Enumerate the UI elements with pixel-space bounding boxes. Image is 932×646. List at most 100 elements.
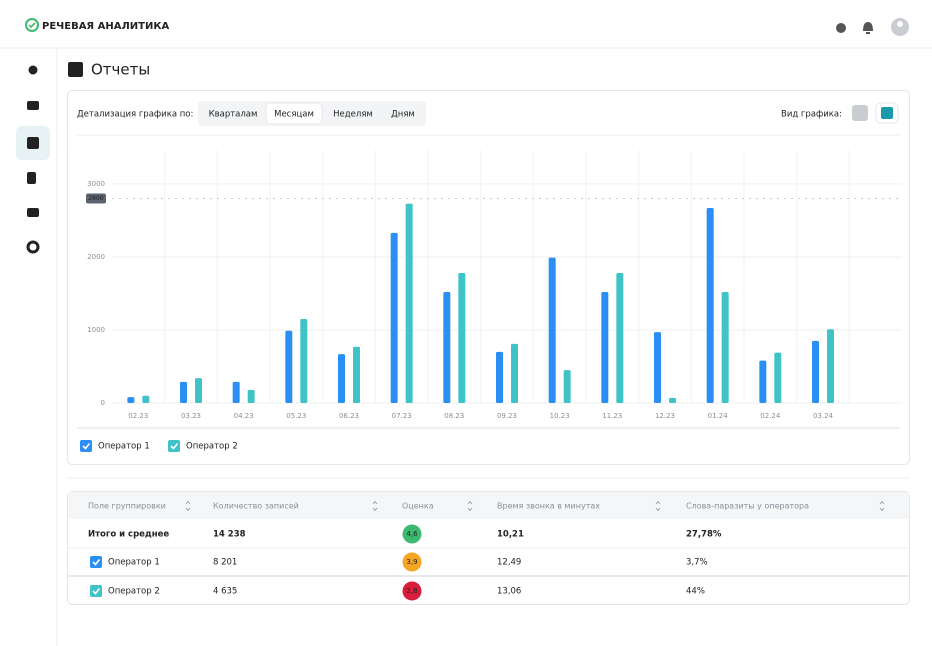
nav-reports[interactable] bbox=[27, 137, 39, 149]
rating-badge bbox=[402, 581, 422, 601]
page-title: Отчеты bbox=[91, 61, 150, 79]
bar bbox=[353, 346, 360, 403]
help-icon[interactable] bbox=[836, 23, 846, 33]
x-tick-label: 06.23 bbox=[339, 412, 359, 420]
cell: 3,7% bbox=[686, 558, 708, 568]
detail-label: Детализация графика по: bbox=[77, 110, 193, 120]
nav-money[interactable] bbox=[27, 208, 39, 217]
reference-badge bbox=[86, 193, 106, 204]
cell: Итого и среднее bbox=[88, 530, 169, 540]
cell: 10,21 bbox=[497, 530, 524, 540]
checkmark bbox=[82, 443, 91, 450]
x-tick-label: 11.23 bbox=[602, 412, 622, 420]
bar bbox=[563, 370, 571, 403]
sort-icon bbox=[467, 500, 473, 512]
x-tick-label: 09.23 bbox=[497, 412, 517, 420]
bar bbox=[458, 273, 466, 403]
cell: 13,06 bbox=[497, 587, 521, 597]
bell-icon[interactable] bbox=[863, 22, 873, 34]
checkbox[interactable] bbox=[90, 556, 102, 568]
chart-card bbox=[67, 90, 910, 465]
x-tick-label: 07.23 bbox=[392, 412, 412, 420]
column-header[interactable]: Оценка bbox=[402, 502, 434, 511]
bar bbox=[827, 329, 834, 403]
bar bbox=[511, 343, 518, 403]
bar bbox=[127, 397, 135, 403]
bar bbox=[195, 378, 202, 403]
x-tick-label: 03.23 bbox=[181, 412, 201, 420]
bar bbox=[142, 395, 150, 403]
bar bbox=[300, 319, 308, 403]
view-bar bbox=[881, 107, 893, 119]
segment-option[interactable]: Месяцам bbox=[274, 110, 314, 120]
bar bbox=[247, 389, 255, 403]
bar bbox=[405, 203, 413, 403]
rating-badge bbox=[402, 552, 422, 572]
rating: 4,6 bbox=[406, 530, 418, 538]
x-tick-label: 03.24 bbox=[813, 412, 834, 420]
checkmark bbox=[170, 443, 179, 450]
nav-settings[interactable] bbox=[26, 240, 40, 254]
x-tick-label: 01.24 bbox=[708, 412, 729, 420]
nav-phone[interactable] bbox=[27, 172, 36, 184]
bar bbox=[232, 381, 240, 403]
legend-label: Оператор 2 bbox=[186, 442, 238, 452]
column-header[interactable]: Количество записей bbox=[213, 502, 299, 511]
cell: 12,49 bbox=[497, 558, 521, 568]
bar bbox=[654, 332, 661, 403]
segment-active bbox=[265, 102, 323, 125]
segment-option[interactable]: Неделям bbox=[333, 110, 373, 120]
bar bbox=[706, 208, 714, 403]
checkbox[interactable] bbox=[90, 585, 102, 597]
reference-label: 2800 bbox=[88, 195, 103, 202]
rating: 3,9 bbox=[406, 558, 417, 566]
logo-icon bbox=[25, 18, 39, 32]
x-tick-label: 08.23 bbox=[444, 412, 464, 420]
bar bbox=[774, 352, 782, 403]
bar bbox=[601, 291, 609, 403]
view-label: Вид графика: bbox=[781, 110, 842, 120]
logo-check bbox=[28, 22, 36, 29]
sort-icon bbox=[655, 500, 661, 512]
sort-icon bbox=[879, 500, 885, 512]
x-tick-label: 12.23 bbox=[655, 412, 675, 420]
checkbox[interactable] bbox=[168, 440, 180, 452]
column-header[interactable]: Поле группировки bbox=[88, 502, 166, 511]
nav-search[interactable] bbox=[28, 65, 38, 75]
cell: 44% bbox=[686, 587, 705, 597]
bar bbox=[496, 351, 503, 403]
bar bbox=[443, 291, 451, 403]
bar bbox=[285, 330, 293, 403]
legend-label: Оператор 1 bbox=[98, 442, 150, 452]
checkmark bbox=[92, 559, 101, 566]
cell: 8 201 bbox=[213, 558, 237, 568]
x-tick-label: 10.23 bbox=[550, 412, 570, 420]
y-tick-label: 0 bbox=[101, 399, 105, 407]
sort-icon bbox=[185, 500, 191, 512]
x-tick-label: 04.23 bbox=[234, 412, 254, 420]
column-header[interactable]: Слова-паразиты у оператора bbox=[686, 502, 809, 511]
checkbox[interactable] bbox=[80, 440, 92, 452]
bar bbox=[390, 232, 398, 403]
bar bbox=[338, 354, 345, 403]
table-header bbox=[68, 492, 909, 519]
title-icon bbox=[68, 62, 83, 77]
x-tick-label: 05.23 bbox=[286, 412, 306, 420]
column-header[interactable]: Время звонка в минутах bbox=[497, 502, 600, 511]
y-tick-label: 1000 bbox=[87, 326, 105, 334]
bar bbox=[759, 360, 767, 403]
cell: 14 238 bbox=[213, 530, 246, 540]
rating-badge bbox=[402, 524, 422, 544]
y-tick-label: 3000 bbox=[87, 180, 105, 188]
cell: 27,78% bbox=[686, 530, 722, 540]
segment-option[interactable]: Дням bbox=[391, 110, 415, 120]
view-line[interactable] bbox=[852, 105, 868, 121]
segment-option[interactable]: Кварталам bbox=[209, 110, 258, 120]
nav-folder[interactable] bbox=[27, 101, 39, 110]
cell: 4 635 bbox=[213, 587, 237, 597]
bar bbox=[721, 291, 729, 403]
bar bbox=[548, 257, 556, 403]
bar bbox=[812, 340, 819, 403]
x-tick-label: 02.23 bbox=[128, 412, 148, 420]
